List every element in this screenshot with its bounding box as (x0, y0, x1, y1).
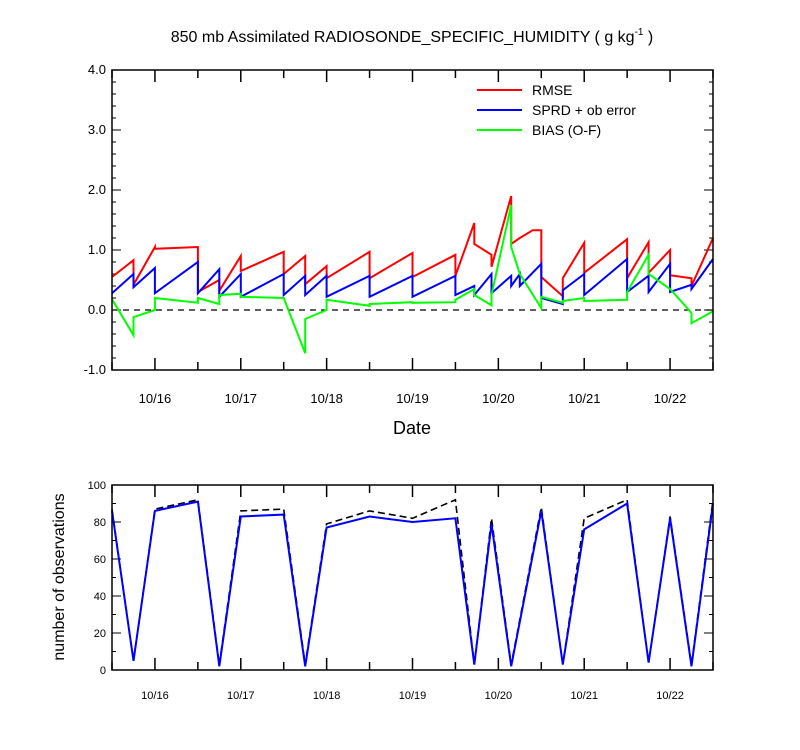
chart-title-end: ) (643, 29, 653, 46)
x-tick-label: 10/22 (654, 391, 687, 406)
plot-frame (111, 69, 714, 371)
x-tick-label: 10/18 (310, 391, 343, 406)
y-tick-label: 100 (88, 480, 106, 492)
y-tick-label: 80 (94, 517, 106, 529)
series-line-sprd-ob-error (111, 256, 714, 306)
legend: RMSE SPRD + ob error BIAS (O-F) (477, 82, 636, 138)
series-line-assimilated (111, 500, 714, 667)
y-tick-label: 4.0 (88, 62, 106, 77)
legend-label-3: BIAS (O-F) (532, 122, 601, 138)
x-tick-label: 10/21 (570, 690, 598, 702)
x-tick-label: 10/17 (225, 391, 258, 406)
series-line-possible (111, 498, 714, 665)
chart-title-superscript: -1 (635, 27, 644, 38)
y-tick-label: 0.0 (88, 302, 106, 317)
x-tick-label: 10/22 (656, 690, 684, 702)
y-tick-label: 40 (94, 591, 106, 603)
top-panel: 4.0 3.0 2.0 1.0 0.0 -1.0 10/16 10/17 10/18 10/19 1… (84, 62, 714, 438)
y-tick-label: -1.0 (84, 362, 106, 377)
y-tick-label: 60 (94, 554, 106, 566)
x-tick-label: 10/19 (396, 391, 429, 406)
chart-title: 850 mb Assimilated RADIOSONDE_SPECIFIC_H… (171, 27, 654, 46)
legend-label-2: SPRD + ob error (532, 102, 636, 118)
x-tick-label: 10/16 (139, 391, 172, 406)
x-tick-label: 10/21 (568, 391, 601, 406)
y-tick-label: 0 (100, 665, 106, 677)
x-tick-label: 10/20 (482, 391, 515, 406)
y-tick-label: 2.0 (88, 182, 106, 197)
x-tick-label: 10/16 (141, 690, 169, 702)
y-tick-label: 3.0 (88, 122, 106, 137)
y-tick-label: 1.0 (88, 242, 106, 257)
x-tick-label: 10/18 (313, 690, 341, 702)
x-tick-label: 10/19 (399, 690, 427, 702)
series-line-bias-o-f (111, 204, 714, 354)
plot-frame (111, 484, 714, 671)
x-tick-label: 10/20 (485, 690, 513, 702)
bottom-panel: 100 80 60 40 20 0 10/16 10/17 10/18 10/19 10/20 10/… (51, 480, 714, 702)
x-axis-label: Date (393, 418, 431, 438)
x-tick-label: 10/17 (227, 690, 255, 702)
y-tick-label: 20 (94, 628, 106, 640)
chart-title-main: 850 mb Assimilated RADIOSONDE_SPECIFIC_H… (171, 29, 635, 46)
y-axis-label: number of observations (51, 493, 68, 660)
legend-label-1: RMSE (532, 82, 572, 98)
